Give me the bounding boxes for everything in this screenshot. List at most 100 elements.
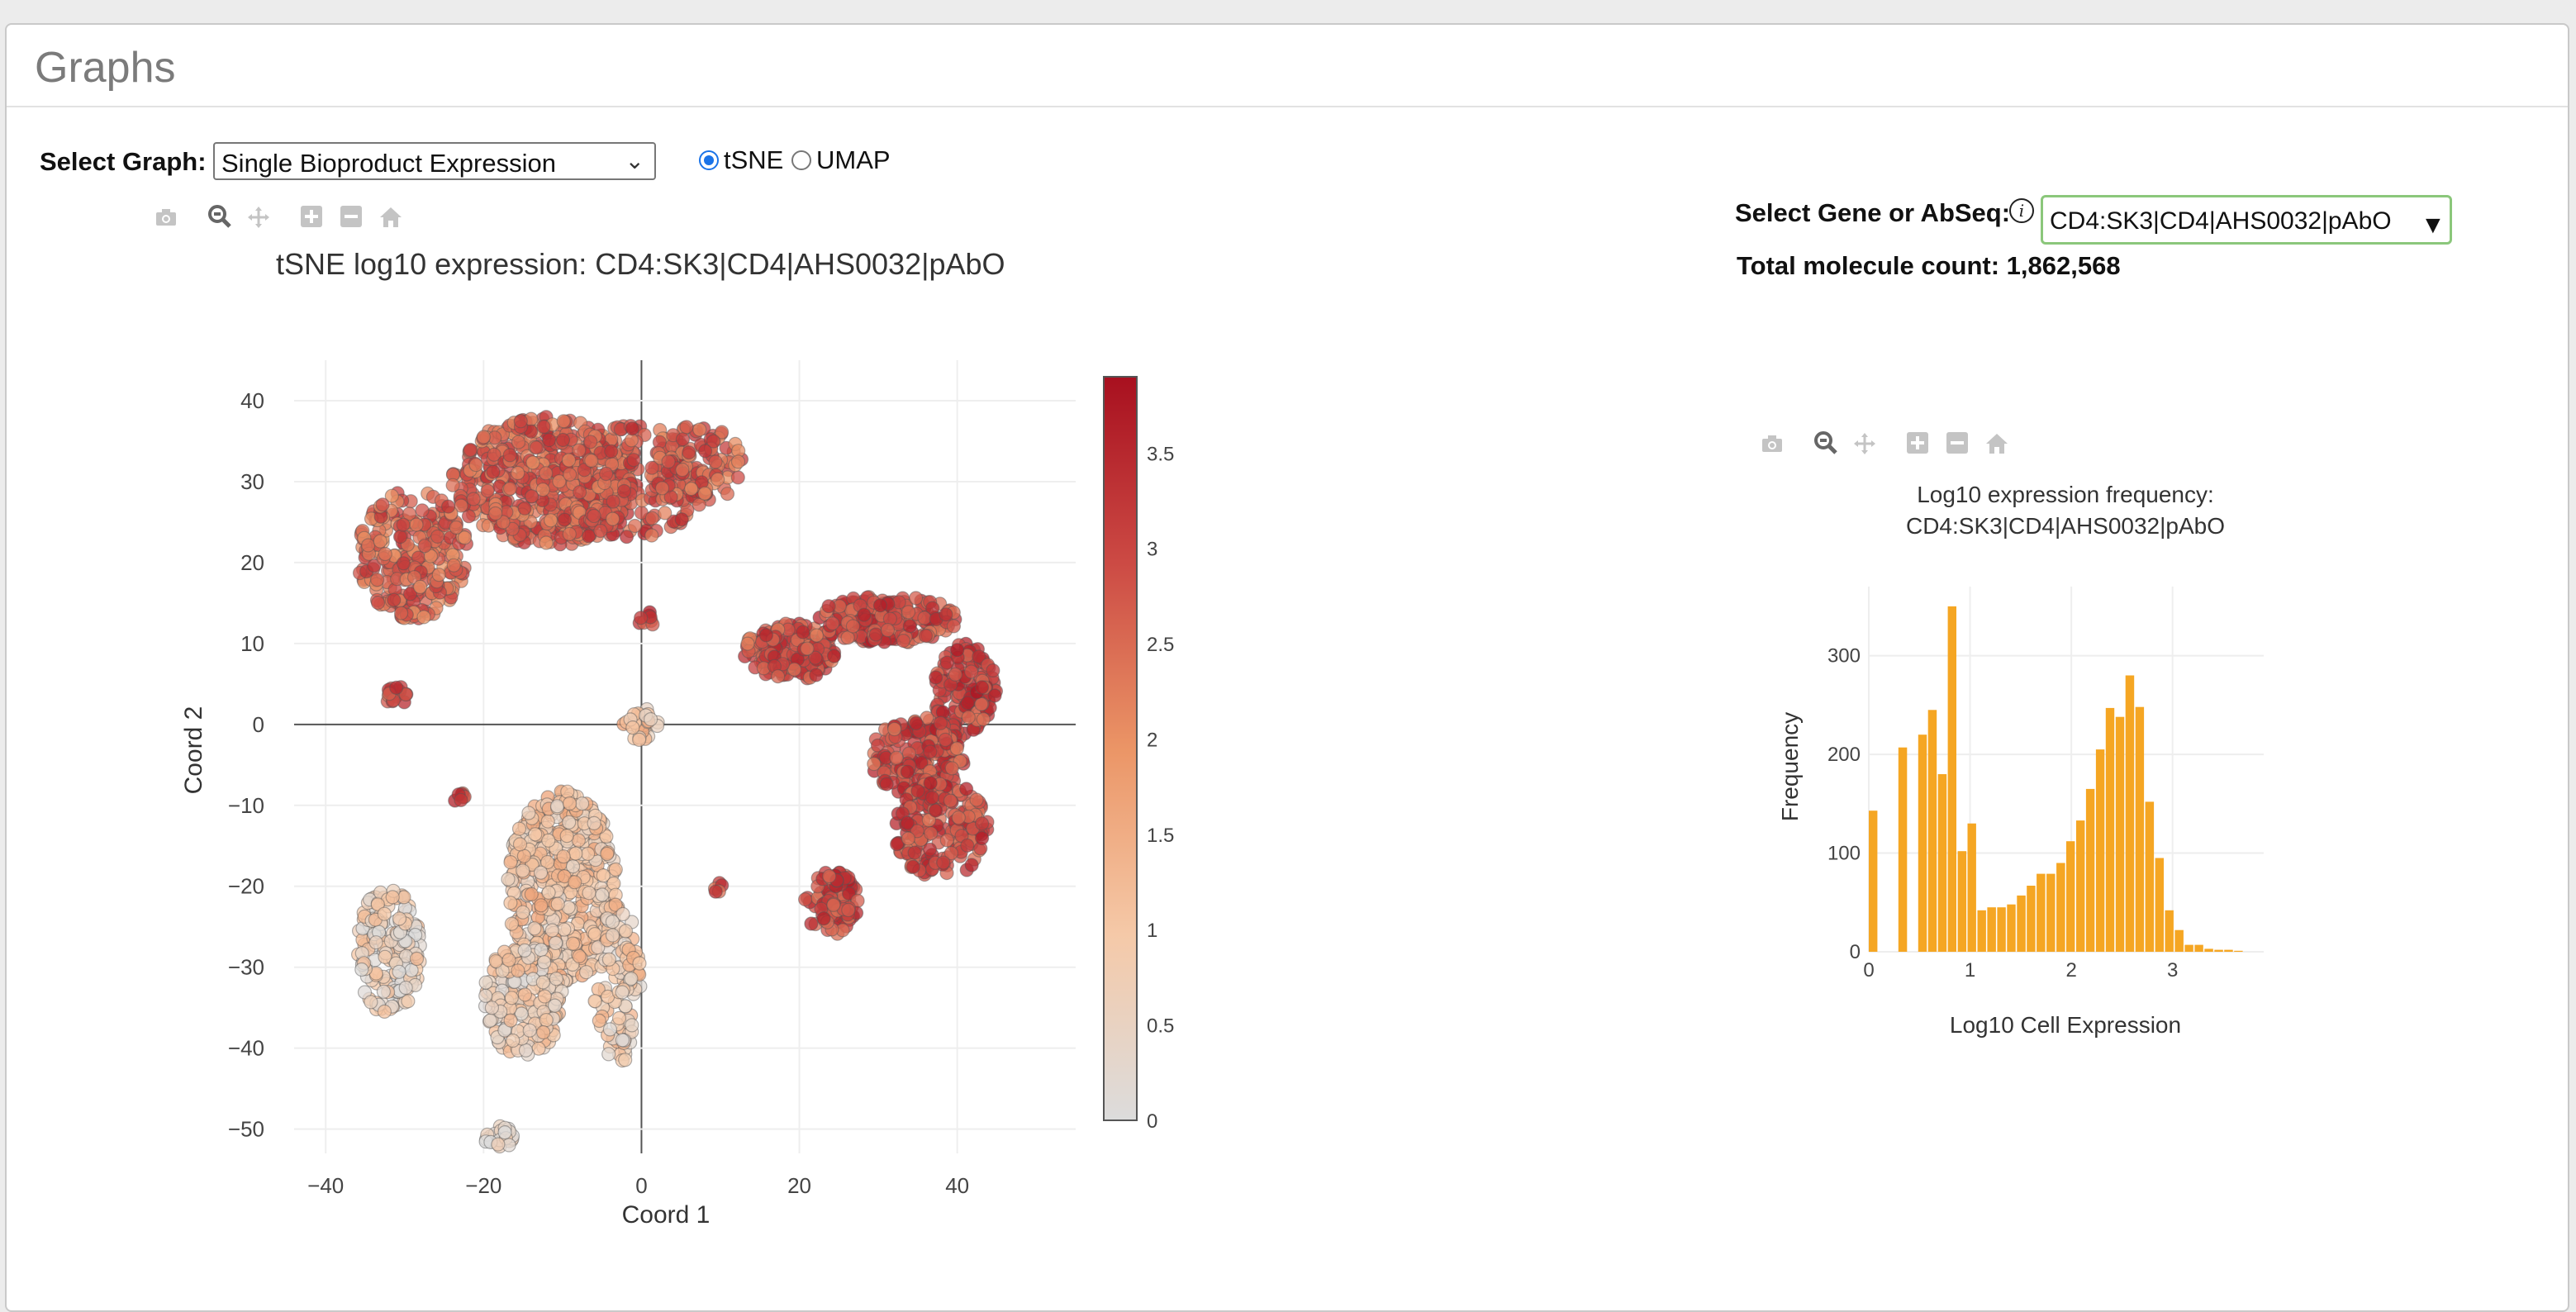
zoom-out-icon[interactable]: [1945, 431, 1970, 456]
scatter-point: [910, 783, 925, 799]
home-icon[interactable]: [378, 205, 403, 230]
scatter-point: [542, 433, 557, 448]
scatter-point: [697, 486, 712, 501]
scatter-point: [396, 517, 411, 532]
zoom-in-icon[interactable]: [299, 205, 324, 230]
scatter-point: [518, 1043, 534, 1058]
select-graph-value: Single Bioproduct Expression: [221, 149, 556, 178]
tsne-points: [351, 410, 1004, 1154]
scatter-point: [627, 518, 643, 534]
scatter-point: [580, 846, 596, 862]
scatter-point: [708, 884, 723, 899]
panel-title: Graphs: [35, 44, 176, 92]
scatter-point: [563, 796, 577, 811]
info-icon[interactable]: i: [2009, 198, 2034, 223]
zoom-icon[interactable]: [1813, 430, 1837, 454]
x-tick-label: 40: [945, 1173, 969, 1198]
umap-radio[interactable]: [791, 150, 811, 170]
scatter-point: [740, 636, 755, 651]
histogram-bar: [1898, 747, 1908, 952]
scatter-point: [949, 741, 964, 756]
histogram-bar: [2224, 949, 2233, 952]
scatter-point: [525, 489, 539, 504]
scatter-point: [879, 777, 894, 791]
scatter-point: [478, 975, 493, 990]
colorbar: [1103, 376, 1138, 1121]
scatter-point: [900, 764, 915, 779]
scatter-point: [409, 951, 425, 967]
scatter-point: [511, 963, 525, 978]
scatter-point: [582, 886, 596, 901]
home-icon[interactable]: [1984, 431, 2009, 456]
scatter-point: [946, 619, 962, 634]
scatter-point: [800, 641, 815, 656]
scatter-point: [497, 1124, 512, 1140]
scatter-point: [513, 414, 528, 429]
scatter-point: [525, 455, 540, 470]
scatter-point: [486, 464, 501, 479]
scatter-point: [939, 607, 953, 622]
scatter-point: [522, 1023, 537, 1038]
scatter-point: [504, 991, 519, 1005]
zoom-icon[interactable]: [207, 203, 231, 228]
scatter-point: [384, 488, 399, 503]
pan-icon[interactable]: [1852, 431, 1877, 456]
camera-icon[interactable]: [154, 205, 178, 230]
tsne-ylabel: Coord 2: [180, 706, 207, 795]
zoom-in-icon[interactable]: [1905, 431, 1930, 456]
scatter-point: [503, 854, 518, 870]
scatter-point: [598, 466, 614, 482]
scatter-point: [528, 827, 543, 842]
scatter-point: [501, 953, 516, 967]
colorbar-tick-label: 2.5: [1147, 634, 1174, 656]
umap-radio-label[interactable]: UMAP: [816, 145, 891, 174]
scatter-point: [730, 454, 746, 469]
scatter-point: [541, 885, 556, 900]
dropdown-arrow-icon[interactable]: ▼: [2421, 212, 2445, 239]
scatter-point: [643, 711, 658, 727]
scatter-point: [387, 592, 402, 607]
gene-search-input[interactable]: CD4:SK3|CD4|AHS0032|pAbO: [2041, 195, 2452, 245]
camera-icon[interactable]: [1760, 431, 1785, 456]
pan-icon[interactable]: [246, 205, 271, 230]
scatter-point: [909, 715, 924, 731]
scatter-point: [568, 875, 582, 890]
scatter-point: [625, 1018, 639, 1033]
scatter-point: [535, 975, 550, 990]
scatter-point: [936, 855, 951, 870]
scatter-point: [615, 985, 630, 1000]
scatter-point: [974, 680, 990, 695]
histogram-bar: [2007, 904, 2016, 952]
scatter-point: [644, 460, 659, 475]
scatter-point: [939, 833, 954, 848]
scatter-point: [544, 923, 559, 938]
scatter-point: [644, 528, 659, 543]
colorbar-tick-label: 2: [1147, 729, 1157, 751]
y-tick-label: −40: [228, 1036, 264, 1061]
scatter-point: [625, 720, 640, 735]
histogram-bar: [1987, 907, 1996, 952]
scatter-point: [587, 994, 602, 1009]
histogram-bar: [2174, 929, 2184, 952]
select-graph-dropdown[interactable]: Single Bioproduct Expression ⌄: [213, 142, 656, 180]
scatter-point: [951, 810, 966, 825]
scatter-point: [706, 434, 721, 449]
tsne-radio-label[interactable]: tSNE: [724, 145, 784, 174]
scatter-point: [708, 454, 723, 469]
scatter-point: [511, 435, 526, 449]
scatter-point: [720, 487, 735, 502]
scatter-point: [517, 501, 532, 516]
scatter-point: [626, 453, 641, 468]
scatter-point: [521, 806, 536, 820]
zoom-out-icon[interactable]: [339, 205, 364, 230]
scatter-point: [679, 420, 694, 435]
histogram-plot: Log10 expression frequency: CD4:SK3|CD4|…: [1777, 482, 2264, 1038]
scatter-point: [527, 921, 542, 936]
histogram-bar: [2145, 801, 2155, 952]
total-molecule-count: Total molecule count: 1,862,568: [1737, 251, 2121, 280]
scatter-point: [559, 829, 574, 844]
tsne-radio[interactable]: [699, 150, 719, 170]
y-tick-label: 0: [253, 712, 264, 737]
histogram-bar: [2095, 749, 2105, 952]
scatter-point: [923, 744, 938, 759]
